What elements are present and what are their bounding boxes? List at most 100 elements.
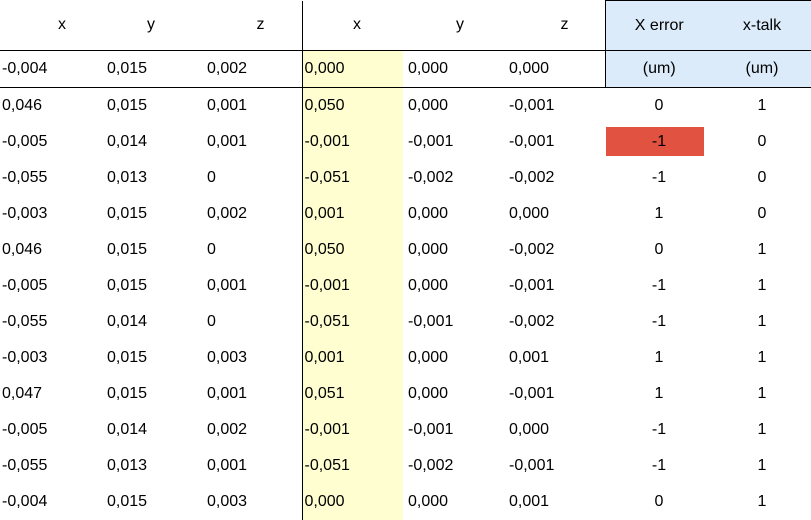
cell[interactable]: -0,003: [2, 349, 48, 366]
cell[interactable]: 0,000: [509, 205, 550, 222]
x-error-cell[interactable]: -1: [651, 169, 667, 186]
cell[interactable]: 0: [207, 169, 216, 186]
x-talk-cell[interactable]: 1: [757, 493, 767, 510]
cell[interactable]: 0,014: [107, 133, 148, 150]
x-talk-cell[interactable]: 1: [757, 241, 767, 258]
cell[interactable]: -0,001: [509, 457, 555, 474]
cell[interactable]: -0,001: [408, 133, 454, 150]
x-error-cell[interactable]: 0: [654, 241, 664, 258]
x-error-cell[interactable]: 1: [654, 205, 664, 222]
cell[interactable]: -0,055: [2, 457, 48, 474]
cell[interactable]: -0,001: [408, 313, 454, 330]
cell[interactable]: 0,046: [0, 87, 101, 124]
x-talk-cell[interactable]: 1: [757, 421, 767, 438]
x-talk-cell[interactable]: 1: [757, 457, 767, 474]
x-error-cell[interactable]: 0: [654, 493, 664, 510]
x-error-cell[interactable]: -1: [651, 421, 667, 438]
cell[interactable]: -0,001: [504, 87, 605, 124]
cell[interactable]: 0,001: [509, 349, 550, 366]
cell[interactable]: 0,015: [107, 241, 148, 258]
cell[interactable]: 0,002: [207, 421, 248, 438]
cell[interactable]: 0,015: [107, 385, 148, 402]
x-talk-cell[interactable]: 1: [757, 313, 767, 330]
cell[interactable]: -0,051: [301, 160, 403, 196]
cell[interactable]: -0,001: [301, 124, 403, 160]
cell[interactable]: -0,051: [301, 448, 403, 484]
cell[interactable]: -0,005: [2, 133, 48, 150]
cell[interactable]: -0,002: [509, 313, 555, 330]
x-error-cell[interactable]: -1: [651, 313, 667, 330]
cell[interactable]: -0,001: [301, 268, 403, 304]
cell[interactable]: 0,015: [101, 50, 201, 88]
cell[interactable]: 0,000: [509, 421, 550, 438]
cell[interactable]: 0,050: [301, 87, 403, 124]
cell[interactable]: 0,015: [101, 87, 201, 124]
cell[interactable]: 0,000: [408, 277, 449, 294]
cell[interactable]: 0,000: [408, 493, 449, 510]
x-talk-cell[interactable]: 1: [757, 385, 767, 402]
cell[interactable]: 0,015: [107, 349, 148, 366]
cell[interactable]: -0,002: [509, 241, 555, 258]
x-talk-cell[interactable]: 0: [757, 169, 767, 186]
cell[interactable]: 0,046: [2, 241, 43, 258]
cell[interactable]: 0,015: [107, 277, 148, 294]
cell[interactable]: 0,000: [504, 50, 605, 88]
x-error-cell[interactable]: -1: [651, 277, 667, 294]
cell[interactable]: -0,003: [2, 205, 48, 222]
cell[interactable]: 0,001: [509, 493, 550, 510]
cell[interactable]: -0,004: [0, 50, 101, 88]
header-cell[interactable]: x: [58, 16, 66, 34]
header-cell[interactable]: x: [301, 0, 403, 51]
cell[interactable]: 0,001: [207, 277, 248, 294]
x-error-cell[interactable]: -1: [651, 457, 667, 474]
cell[interactable]: 0,000: [403, 87, 504, 124]
cell[interactable]: 0,047: [2, 385, 43, 402]
x-error-cell[interactable]: 0: [605, 87, 713, 124]
x-talk-cell[interactable]: 1: [757, 349, 767, 366]
header-cell[interactable]: y: [147, 16, 155, 34]
cell[interactable]: 0,050: [301, 232, 403, 268]
cell[interactable]: 0,000: [408, 349, 449, 366]
cell[interactable]: -0,002: [509, 169, 555, 186]
header-x-talk[interactable]: x-talk: [713, 0, 811, 51]
cell[interactable]: -0,001: [509, 133, 555, 150]
x-talk-cell[interactable]: 1: [757, 277, 767, 294]
cell[interactable]: 0,015: [107, 493, 148, 510]
cell[interactable]: 0,000: [408, 205, 449, 222]
cell[interactable]: -0,055: [2, 169, 48, 186]
cell[interactable]: 0,001: [201, 87, 302, 124]
cell[interactable]: -0,055: [2, 313, 48, 330]
cell[interactable]: -0,001: [509, 277, 555, 294]
unit-x-error[interactable]: (um): [604, 50, 713, 88]
x-talk-cell[interactable]: 0: [757, 205, 767, 222]
cell[interactable]: 0,013: [107, 457, 148, 474]
cell[interactable]: 0,013: [107, 169, 148, 186]
unit-x-talk[interactable]: (um): [713, 50, 811, 88]
cell[interactable]: 0,003: [207, 349, 248, 366]
header-cell[interactable]: z: [256, 16, 265, 34]
x-error-cell[interactable]: 1: [654, 349, 664, 366]
cell[interactable]: 0,003: [207, 493, 248, 510]
cell[interactable]: -0,005: [2, 277, 48, 294]
x-talk-cell[interactable]: 0: [757, 133, 767, 150]
x-talk-cell[interactable]: 1: [713, 87, 811, 124]
cell[interactable]: 0,002: [207, 205, 248, 222]
cell[interactable]: 0,014: [107, 421, 148, 438]
cell[interactable]: -0,001: [509, 385, 555, 402]
cell[interactable]: 0,000: [301, 50, 403, 88]
cell[interactable]: 0,001: [207, 133, 248, 150]
header-x-error[interactable]: X error: [604, 0, 713, 51]
cell[interactable]: 0,002: [201, 50, 302, 88]
cell[interactable]: 0,014: [107, 313, 148, 330]
cell[interactable]: 0,015: [107, 205, 148, 222]
cell[interactable]: -0,001: [408, 421, 454, 438]
cell[interactable]: 0,001: [207, 385, 248, 402]
cell[interactable]: -0,005: [2, 421, 48, 438]
header-cell[interactable]: z: [560, 16, 569, 34]
cell[interactable]: 0: [207, 241, 216, 258]
cell[interactable]: -0,002: [408, 169, 454, 186]
header-cell[interactable]: y: [456, 16, 464, 34]
cell[interactable]: 0,000: [301, 484, 403, 520]
x-error-cell[interactable]: -1: [605, 124, 713, 160]
cell[interactable]: -0,001: [301, 412, 403, 448]
